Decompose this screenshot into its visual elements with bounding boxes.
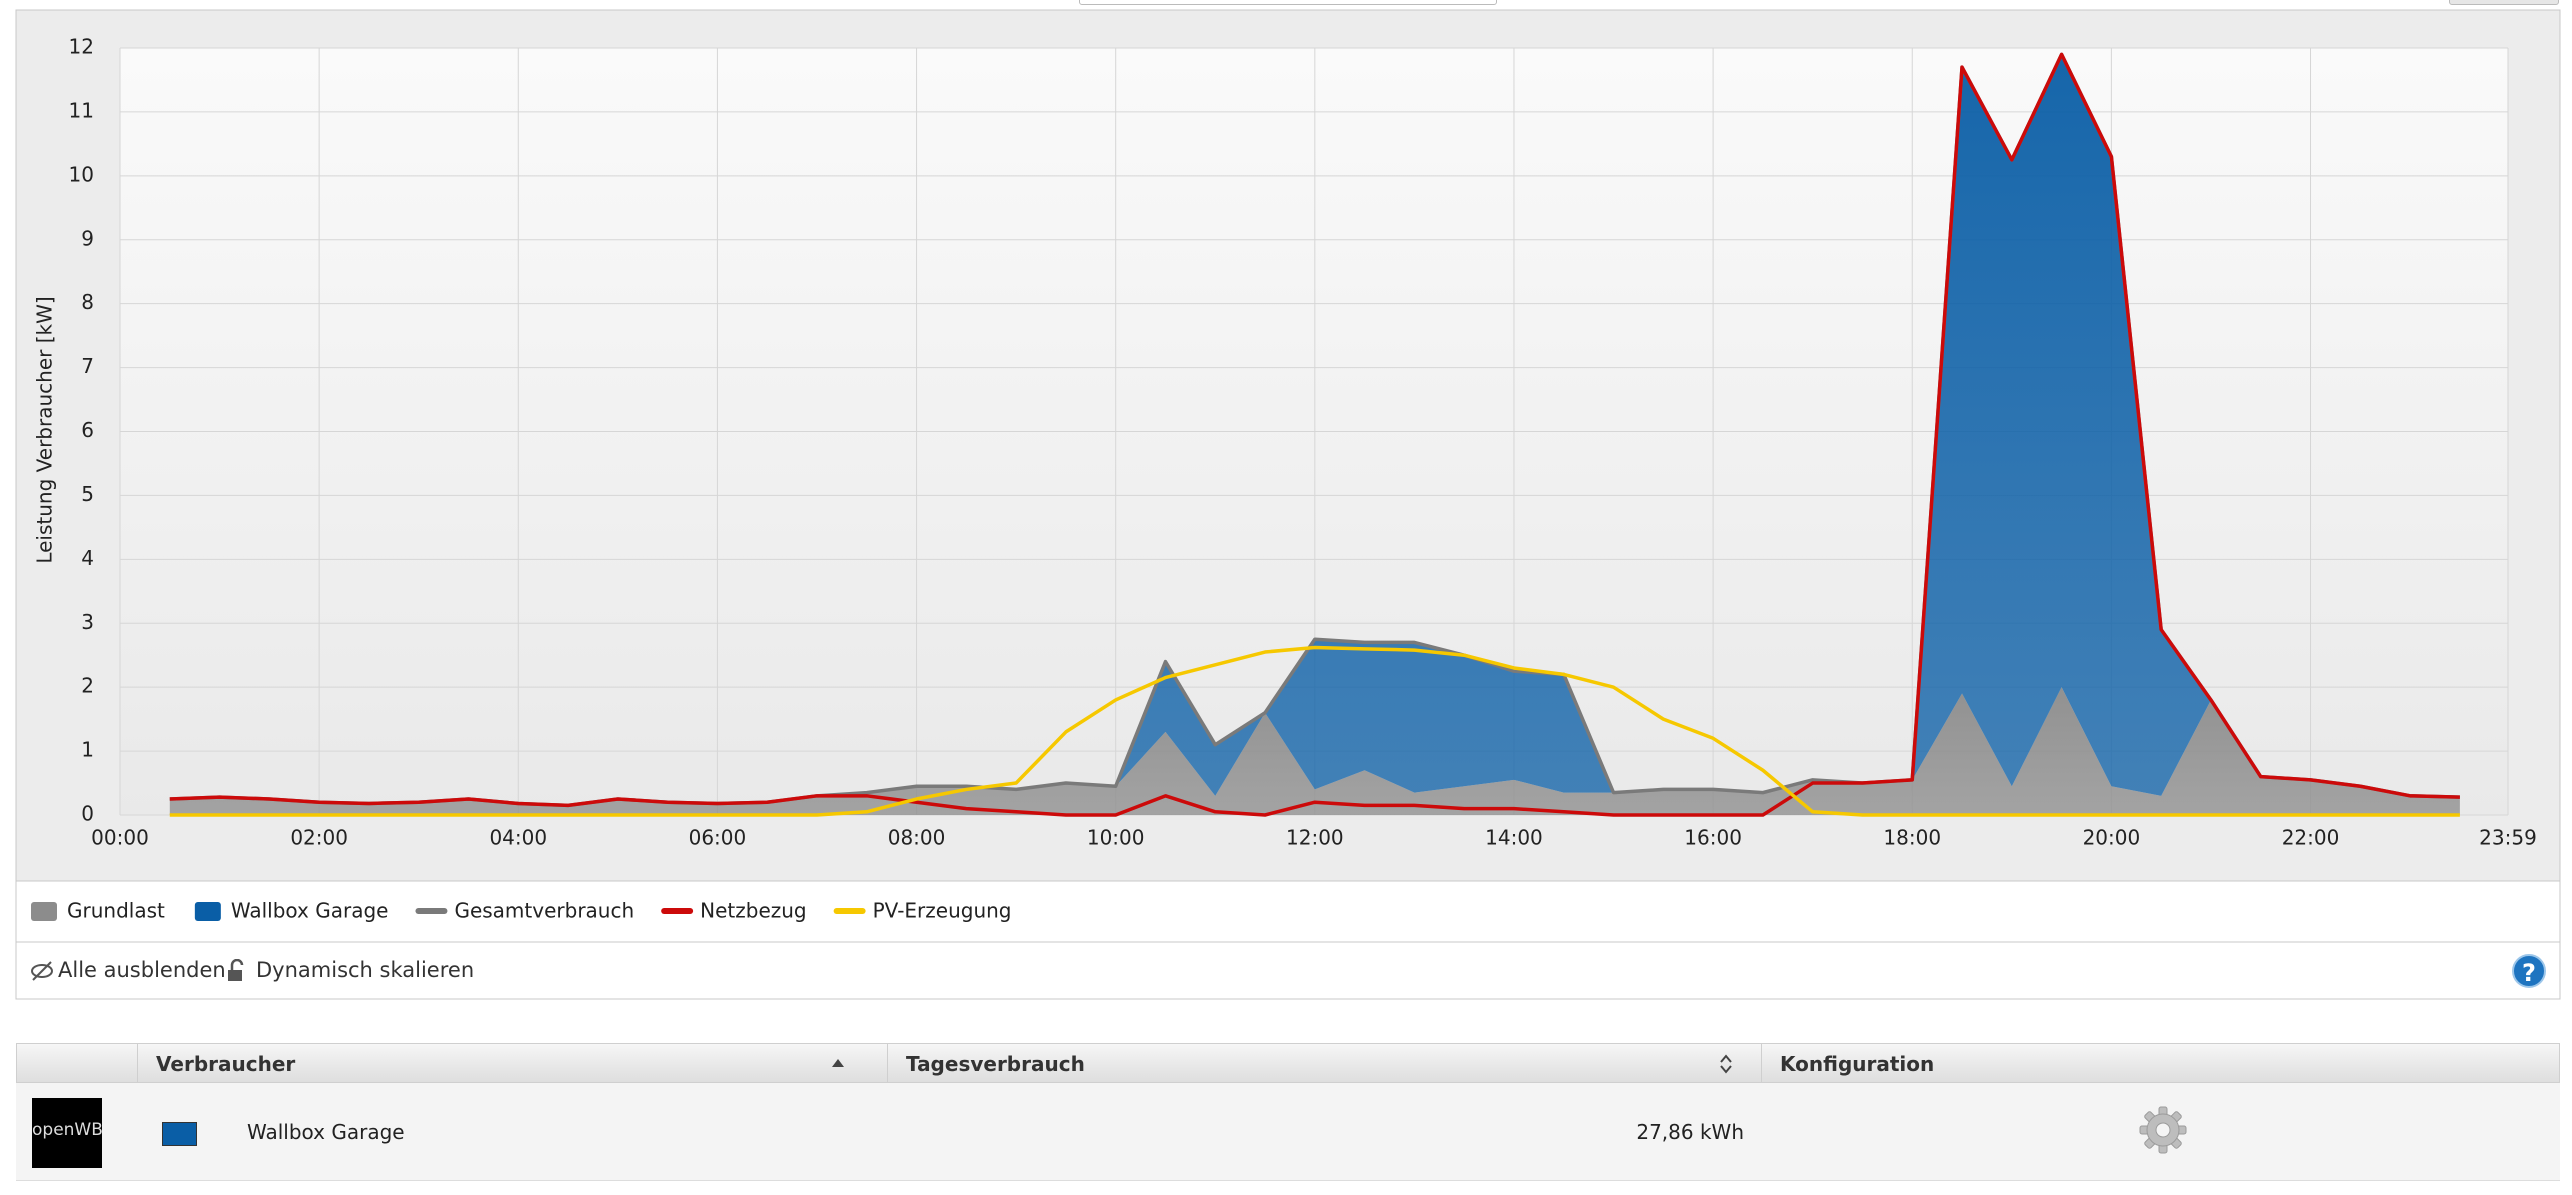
x-tick-label: 14:00 xyxy=(1485,826,1543,850)
settings-gear[interactable] xyxy=(2138,1105,2188,1155)
y-tick-label: 12 xyxy=(69,35,94,59)
legend-swatch xyxy=(194,902,221,921)
legend-label: PV-Erzeugung xyxy=(873,899,1012,923)
line xyxy=(169,52,2460,817)
legend-label: Netzbezug xyxy=(700,899,806,923)
y-tick-label: 8 xyxy=(81,290,94,314)
sort-icon xyxy=(832,1059,844,1067)
legend-label: Grundlast xyxy=(67,899,165,923)
table-row: openWB Wallbox Garage 27,86 kWh xyxy=(16,1083,2560,1181)
y-tick-label: 1 xyxy=(81,738,94,762)
y-tick-label: 10 xyxy=(69,162,94,186)
column-header[interactable]: Tagesverbrauch xyxy=(887,1044,1761,1084)
legend-item[interactable]: PV-Erzeugung xyxy=(833,899,1012,923)
options-box xyxy=(15,941,2561,1000)
chart: Leistung Verbraucher [kW] Grundlast Wallb… xyxy=(15,9,2561,1000)
legend-label: Gesamtverbrauch xyxy=(454,899,634,923)
area xyxy=(169,54,2460,806)
consumer-name: Wallbox Garage xyxy=(247,1120,405,1144)
column-header: Konfiguration xyxy=(1761,1044,2561,1084)
y-tick-label: 5 xyxy=(81,482,94,506)
hide-icon xyxy=(31,961,53,981)
y-tick-label: 11 xyxy=(69,98,94,122)
y-tick-label: 7 xyxy=(81,354,94,378)
y-axis-label: Leistung Verbraucher [kW] xyxy=(33,296,57,563)
x-tick-label: 16:00 xyxy=(1684,826,1742,850)
options-row: Alle ausblenden Dynamisch skalieren ? xyxy=(0,942,2572,999)
y-tick-label: 0 xyxy=(81,802,94,826)
logo: openWB xyxy=(32,1098,103,1168)
x-tick-label: 06:00 xyxy=(689,826,747,850)
daily-consumption: 27,86 kWh xyxy=(1636,1120,1744,1144)
y-tick-label: 2 xyxy=(81,674,94,698)
legend-item[interactable]: Wallbox Garage xyxy=(194,899,389,923)
legend-item[interactable]: Netzbezug xyxy=(661,899,807,923)
x-tick-label: 18:00 xyxy=(1883,826,1941,850)
y-tick-label: 6 xyxy=(81,418,94,442)
x-tick-label: 02:00 xyxy=(290,826,348,850)
x-tick-label: 00:00 xyxy=(91,826,149,850)
y-tick-label: 4 xyxy=(81,546,94,570)
x-tick-label: 22:00 xyxy=(2282,826,2340,850)
legend-box xyxy=(15,880,2561,943)
y-tick-label: 3 xyxy=(81,610,94,634)
x-tick-label: 08:00 xyxy=(888,826,946,850)
color-swatch xyxy=(162,1122,197,1146)
search-box[interactable] xyxy=(1079,0,1497,5)
x-tick-label: 04:00 xyxy=(489,826,547,850)
help-button[interactable]: ? xyxy=(2512,954,2546,988)
x-tick-label: 23:59 xyxy=(2479,826,2537,850)
y-tick-label: 9 xyxy=(81,226,94,250)
legend-label: Wallbox Garage xyxy=(231,899,389,923)
legend-item[interactable]: Grundlast xyxy=(31,899,165,923)
dynamic-scale[interactable]: Dynamisch skalieren xyxy=(256,958,475,982)
x-tick-label: 10:00 xyxy=(1087,826,1145,850)
hide-all[interactable]: Alle ausblenden xyxy=(58,958,226,982)
legend-item[interactable]: Gesamtverbrauch xyxy=(415,899,634,923)
sort-icon xyxy=(1720,1054,1732,1074)
top-button[interactable] xyxy=(2449,0,2559,5)
table-header: Verbraucher Tagesverbrauch Konfiguration xyxy=(16,1043,2561,1084)
legend-swatch xyxy=(31,902,57,921)
column-header[interactable]: Verbraucher xyxy=(137,1044,887,1084)
x-tick-label: 20:00 xyxy=(2083,826,2141,850)
lock-icon xyxy=(228,959,244,981)
x-tick-label: 12:00 xyxy=(1286,826,1344,850)
line xyxy=(169,645,2460,817)
